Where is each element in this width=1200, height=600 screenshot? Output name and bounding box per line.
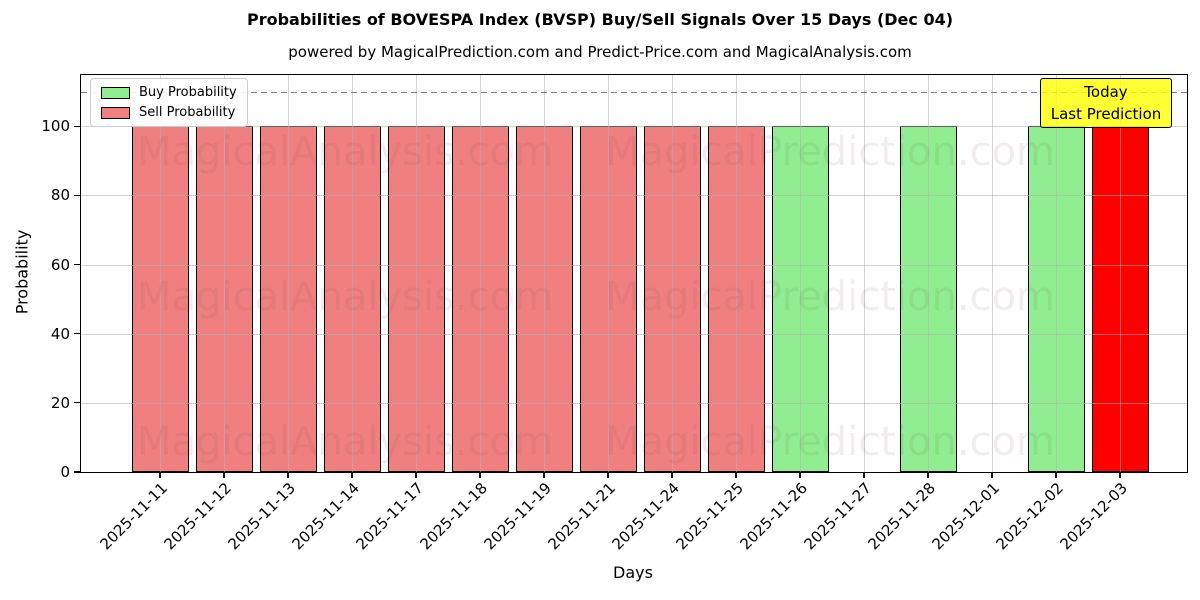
x-tick-mark [1119, 473, 1121, 478]
x-tick-mark [735, 473, 737, 478]
chart-title: Probabilities of BOVESPA Index (BVSP) Bu… [246, 10, 954, 29]
y-tick-label: 80 [50, 186, 70, 205]
x-gridline [416, 75, 417, 472]
y-tick-mark [74, 125, 80, 127]
x-gridline [928, 75, 929, 472]
x-tick-label-text: 2025-12-02 [992, 479, 1067, 554]
x-tick-mark [607, 473, 609, 478]
legend-item: Buy Probability [101, 85, 237, 100]
y-tick-label: 0 [60, 463, 70, 481]
y-gridline [81, 126, 1187, 128]
x-gridline [288, 75, 289, 472]
y-tick-mark [74, 402, 80, 404]
x-tick-label-text: 2025-11-24 [608, 479, 683, 554]
x-gridline [224, 75, 225, 472]
x-tick-mark [991, 473, 993, 478]
x-gridline [800, 75, 801, 472]
x-gridline [1120, 75, 1121, 472]
x-tick-label-text: 2025-11-19 [480, 479, 555, 554]
x-gridline [608, 75, 609, 472]
x-tick-mark [351, 473, 353, 478]
x-tick-mark [863, 473, 865, 478]
x-tick-label-text: 2025-12-03 [1056, 479, 1131, 554]
y-tick-label: 100 [41, 117, 70, 136]
x-tick-label-text: 2025-11-28 [864, 479, 939, 554]
x-tick-mark [479, 473, 481, 478]
x-gridline [992, 75, 993, 472]
y-gridline [81, 264, 1187, 266]
legend-item: Sell Probability [101, 105, 237, 120]
x-tick-label-text: 2025-11-13 [224, 479, 299, 554]
x-gridline [1056, 75, 1057, 472]
y-gridline [81, 333, 1187, 335]
legend-swatch [101, 106, 130, 119]
y-tick-label: 20 [50, 393, 70, 412]
x-tick-label-text: 2025-11-26 [736, 479, 811, 554]
y-tick-mark [74, 333, 80, 335]
y-axis-label: Probability [12, 229, 32, 315]
legend: Buy Probability Sell Probability [90, 78, 248, 127]
x-gridline [672, 75, 673, 472]
legend-label: Buy Probability [139, 85, 237, 100]
x-gridline [864, 75, 865, 472]
today-annotation: Today Last Prediction [1040, 78, 1172, 128]
y-tick-mark [74, 471, 80, 473]
x-tick-mark [927, 473, 929, 478]
annotation-line-1: Today [1084, 83, 1128, 101]
x-tick-label-text: 2025-11-17 [352, 479, 427, 554]
legend-swatch [101, 86, 130, 99]
x-tick-label-text: 2025-11-21 [544, 479, 619, 554]
x-gridline [160, 75, 161, 472]
legend-label: Sell Probability [139, 105, 236, 120]
y-tick-mark [74, 263, 80, 266]
chart-subtitle: powered by MagicalPrediction.com and Pre… [288, 43, 912, 61]
x-tick-mark [159, 473, 161, 478]
x-tick-mark [223, 473, 225, 478]
x-tick-label-text: 2025-11-27 [800, 479, 875, 554]
x-tick-label-text: 2025-11-12 [160, 479, 235, 554]
dashed-threshold-line [81, 91, 1187, 94]
plot-area: Buy Probability Sell Probability Today La… [41, 74, 1188, 553]
x-gridline [736, 75, 737, 472]
x-tick-mark [415, 473, 417, 478]
y-gridline [81, 402, 1187, 404]
x-tick-label-text: 2025-11-14 [288, 479, 363, 554]
annotation-line-2: Last Prediction [1050, 105, 1162, 123]
x-tick-mark [287, 473, 289, 478]
x-tick-mark [671, 473, 673, 478]
x-gridline [480, 75, 481, 472]
x-gridline [544, 75, 545, 472]
x-tick-mark [1055, 473, 1057, 478]
y-gridline [81, 195, 1187, 197]
x-tick-mark [799, 473, 801, 478]
x-tick-label-text: 2025-11-25 [672, 479, 747, 554]
x-axis-label: Days [613, 563, 653, 582]
y-tick-label: 60 [50, 255, 70, 274]
x-tick-label-text: 2025-11-18 [416, 479, 491, 554]
x-tick-mark [543, 473, 545, 478]
y-tick-mark [74, 194, 80, 196]
x-tick-label-text: 2025-12-01 [928, 479, 1003, 554]
x-gridline [352, 75, 353, 472]
y-tick-label: 40 [50, 324, 70, 343]
x-tick-label-text: 2025-11-11 [96, 479, 171, 554]
